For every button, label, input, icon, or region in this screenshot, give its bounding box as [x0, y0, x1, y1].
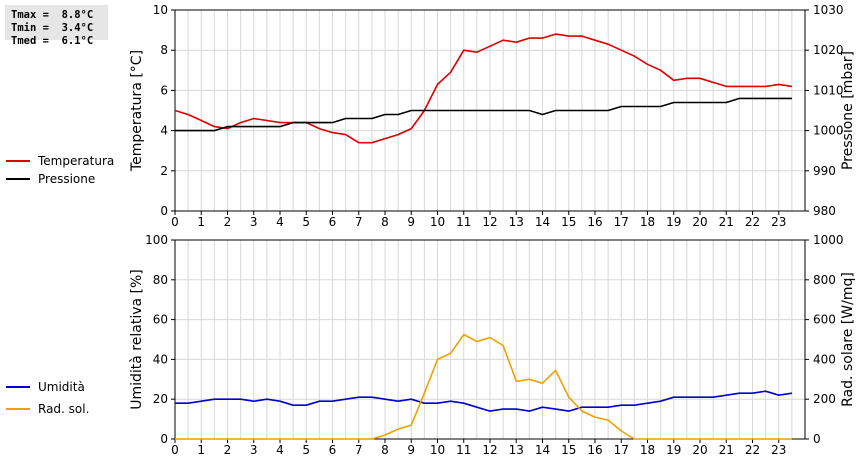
y-tick-label-right: 400 [813, 352, 836, 366]
y-axis-label-left: Temperatura [°C] [129, 50, 145, 172]
x-tick-label: 18 [640, 443, 655, 457]
x-tick-label: 2 [224, 215, 232, 229]
x-tick-label: 17 [614, 215, 629, 229]
x-tick-label: 11 [456, 215, 471, 229]
stats-box: Tmax = 8.8°C Tmin = 3.4°C Tmed = 6.1°C [5, 5, 108, 47]
y-tick-label-left: 8 [160, 43, 168, 57]
y-axis-label-left: Umidità relativa [%] [129, 269, 145, 410]
legend-label: Rad. sol. [38, 402, 89, 416]
x-tick-label: 16 [587, 215, 602, 229]
x-tick-label: 19 [666, 443, 681, 457]
x-tick-label: 17 [614, 443, 629, 457]
y-tick-label-left: 10 [153, 3, 168, 17]
x-tick-label: 15 [561, 443, 576, 457]
x-tick-label: 8 [381, 215, 389, 229]
tmin-label: Tmin = 3.4°C [11, 22, 94, 34]
x-tick-label: 22 [745, 215, 760, 229]
x-tick-label: 11 [456, 443, 471, 457]
y-tick-label-right: 0 [813, 432, 821, 446]
x-tick-label: 8 [381, 443, 389, 457]
chart-panel-1: 0 1 2 3 4 5 6 7 8 9 10 11 12 13 14 15 16 17 18 19 20 21 22 2302… [6, 3, 856, 229]
series-line-rad-sol- [175, 333, 792, 440]
y-tick-label-right: 1010 [813, 83, 844, 97]
x-tick-label: 10 [430, 443, 445, 457]
y-tick-label-right: 800 [813, 273, 836, 287]
x-tick-label: 16 [587, 443, 602, 457]
x-tick-label: 23 [771, 215, 786, 229]
x-tick-label: 21 [719, 215, 734, 229]
x-tick-label: 6 [329, 215, 337, 229]
x-tick-label: 7 [355, 443, 363, 457]
x-tick-label: 1 [197, 215, 205, 229]
x-tick-label: 4 [276, 215, 284, 229]
x-tick-label: 14 [535, 215, 550, 229]
x-tick-label: 7 [355, 215, 363, 229]
x-tick-label: 12 [482, 215, 497, 229]
series-line-temperatura [174, 33, 793, 144]
y-tick-label-right: 200 [813, 392, 836, 406]
y-tick-label-left: 20 [153, 392, 168, 406]
x-tick-label: 3 [250, 215, 258, 229]
x-tick-label: 1 [197, 443, 205, 457]
x-tick-label: 22 [745, 443, 760, 457]
legend-label: Pressione [38, 172, 95, 186]
series-line-pressione [175, 97, 792, 132]
y-tick-label-right: 990 [813, 164, 836, 178]
x-tick-label: 9 [407, 443, 415, 457]
x-tick-label: 12 [482, 443, 497, 457]
x-tick-label: 0 [171, 443, 179, 457]
y-axis-label-right: Pressione [mbar] [840, 51, 856, 170]
y-tick-label-left: 60 [153, 313, 168, 327]
x-tick-label: 21 [719, 443, 734, 457]
y-tick-label-right: 1020 [813, 43, 844, 57]
chart-panel-2: 0 1 2 3 4 5 6 7 8 9 10 11 12 13 14 15 16 17 18 19 20 21 22 2302… [6, 233, 856, 457]
x-tick-label: 4 [276, 443, 284, 457]
series-line-umidit- [175, 390, 793, 412]
x-tick-label: 15 [561, 215, 576, 229]
x-tick-label: 3 [250, 443, 258, 457]
x-tick-label: 20 [692, 443, 707, 457]
y-tick-label-left: 0 [160, 432, 168, 446]
x-tick-label: 13 [509, 215, 524, 229]
tmax-label: Tmax = 8.8°C [11, 9, 94, 21]
x-tick-label: 13 [509, 443, 524, 457]
x-tick-label: 5 [302, 215, 310, 229]
tmed-label: Tmed = 6.1°C [11, 35, 94, 47]
y-tick-label-left: 4 [160, 124, 168, 138]
x-tick-label: 6 [329, 443, 337, 457]
y-tick-label-right: 980 [813, 204, 836, 218]
y-tick-label-left: 40 [153, 352, 168, 366]
x-tick-label: 23 [771, 443, 786, 457]
legend-label: Umidità [38, 380, 85, 394]
y-tick-label-left: 0 [160, 204, 168, 218]
x-tick-label: 20 [692, 215, 707, 229]
x-tick-label: 14 [535, 443, 550, 457]
y-tick-label-left: 100 [145, 233, 168, 247]
x-tick-label: 0 [171, 215, 179, 229]
y-tick-label-right: 1000 [813, 124, 844, 138]
y-tick-label-left: 6 [160, 83, 168, 97]
y-tick-label-left: 2 [160, 164, 168, 178]
y-axis-label-right: Rad. solare [W/mq] [840, 272, 856, 407]
x-tick-label: 9 [407, 215, 415, 229]
y-tick-label-right: 600 [813, 313, 836, 327]
x-tick-label: 18 [640, 215, 655, 229]
legend-label: Temperatura [37, 154, 114, 168]
y-tick-label-left: 80 [153, 273, 168, 287]
x-tick-label: 19 [666, 215, 681, 229]
x-tick-label: 2 [224, 443, 232, 457]
x-tick-label: 5 [302, 443, 310, 457]
x-tick-label: 10 [430, 215, 445, 229]
y-tick-label-right: 1000 [813, 233, 844, 247]
y-tick-label-right: 1030 [813, 3, 844, 17]
